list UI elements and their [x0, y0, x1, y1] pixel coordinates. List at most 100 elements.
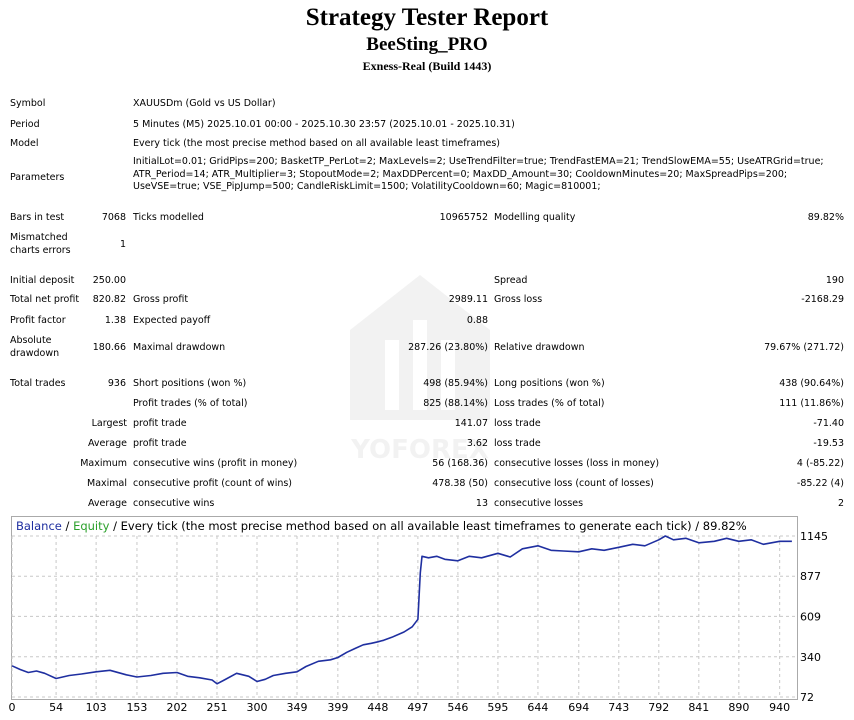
x-tick-label: 644 [527, 701, 548, 714]
average-profit-label: profit trade [133, 438, 187, 449]
x-tick-label: 497 [407, 701, 428, 714]
x-tick-label: 792 [648, 701, 669, 714]
legend-description: / Every tick (the most precise method ba… [109, 519, 747, 533]
loss-trades-value: 111 (11.86%) [779, 398, 844, 409]
average-label: Average [87, 438, 127, 449]
mismatch-label-1: Mismatched [10, 232, 68, 243]
ticks-label: Ticks modelled [133, 212, 204, 223]
average-cons-label: Average [87, 498, 127, 509]
parameters-line-1: InitialLot=0.01; GridPips=200; BasketTP_… [133, 156, 824, 167]
avg-cons-losses-label: consecutive losses [494, 498, 584, 509]
net-profit-value: 820.82 [92, 294, 126, 305]
maximal-drawdown-value: 287.26 (23.80%) [408, 342, 488, 353]
model-value: Every tick (the most precise method base… [133, 138, 501, 149]
loss-trades-label: Loss trades (% of total) [494, 398, 605, 409]
largest-profit-value: 141.07 [454, 418, 488, 429]
symbol-value: XAUUSDm (Gold vs US Dollar) [133, 98, 276, 109]
parameters-label: Parameters [10, 172, 65, 183]
expected-payoff-label: Expected payoff [133, 315, 211, 326]
maximal-label: Maximal [87, 478, 127, 489]
x-tick-label: 841 [688, 701, 709, 714]
absolute-drawdown-value: 180.66 [92, 342, 126, 353]
relative-drawdown-value: 79.67% (271.72) [764, 342, 844, 353]
x-tick-label: 595 [487, 701, 508, 714]
watermark-text: YOFOREX [350, 435, 489, 465]
balance-chart-frame [11, 516, 798, 700]
x-tick-label: 399 [327, 701, 348, 714]
gross-profit-value: 2989.11 [448, 294, 488, 305]
parameters-line-2: ATR_Period=14; ATR_Multiplier=3; Stopout… [133, 168, 788, 180]
largest-loss-label: loss trade [494, 418, 541, 429]
relative-drawdown-label: Relative drawdown [494, 342, 585, 353]
balance-line [11, 535, 792, 685]
largest-loss-value: -71.40 [813, 418, 844, 429]
long-positions-label: Long positions (won %) [494, 378, 605, 389]
bars-label: Bars in test [10, 212, 65, 223]
largest-profit-label: profit trade [133, 418, 187, 429]
x-tick-label: 448 [367, 701, 388, 714]
long-positions-value: 438 (90.64%) [779, 378, 844, 389]
legend-balance: Balance [16, 519, 62, 533]
largest-label: Largest [91, 418, 127, 429]
legend-equity: Equity [73, 519, 110, 533]
expert-name: BeeSting_PRO [366, 34, 488, 55]
ticks-value: 10965752 [439, 212, 488, 223]
x-tick-label: 103 [86, 701, 107, 714]
profit-trades-value: 825 (88.14%) [423, 398, 488, 409]
average-loss-label: loss trade [494, 438, 541, 449]
server-build: Exness-Real (Build 1443) [362, 59, 492, 73]
maximal-profit-label: consecutive profit (count of wins) [133, 478, 293, 489]
profit-trades-label: Profit trades (% of total) [133, 398, 248, 409]
x-tick-label: 0 [9, 701, 16, 714]
x-tick-label: 694 [568, 701, 589, 714]
net-profit-label: Total net profit [10, 294, 80, 305]
x-tick-label: 300 [247, 701, 268, 714]
x-tick-label: 743 [608, 701, 629, 714]
x-tick-label: 153 [126, 701, 147, 714]
legend-separator: / [61, 519, 74, 533]
deposit-label: Initial deposit [10, 275, 75, 286]
spread-value: 190 [825, 275, 844, 286]
mismatch-value: 1 [119, 239, 126, 250]
avg-cons-losses-value: 2 [837, 498, 844, 509]
x-tick-label: 251 [206, 701, 227, 714]
x-tick-label: 546 [447, 701, 468, 714]
y-tick-label: 72 [800, 691, 814, 704]
symbol-label: Symbol [10, 98, 46, 109]
parameters-line-3: UseVSE=true; VSE_PipJump=500; CandleRisk… [133, 181, 601, 192]
max-cons-losses-label: consecutive losses (loss in money) [494, 458, 660, 469]
y-tick-label: 877 [800, 570, 821, 583]
average-loss-value: -19.53 [813, 438, 844, 449]
quality-label: Modelling quality [494, 212, 576, 223]
total-trades-label: Total trades [10, 378, 66, 389]
short-positions-label: Short positions (won %) [133, 378, 247, 389]
quality-value: 89.82% [807, 212, 844, 223]
maximal-loss-value: -85.22 (4) [796, 478, 844, 489]
x-tick-label: 940 [769, 701, 790, 714]
maximal-drawdown-label: Maximal drawdown [133, 342, 226, 353]
period-value: 5 Minutes (M5) 2025.10.01 00:00 - 2025.1… [133, 119, 515, 130]
short-positions-value: 498 (85.94%) [423, 378, 488, 389]
x-tick-label: 202 [166, 701, 187, 714]
maximum-label: Maximum [80, 458, 127, 469]
absolute-drawdown-label-2: drawdown [10, 348, 60, 359]
model-label: Model [10, 138, 39, 149]
max-cons-wins-value: 56 (168.36) [432, 458, 488, 469]
maximal-profit-value: 478.38 (50) [432, 478, 488, 489]
absolute-drawdown-label-1: Absolute [10, 335, 52, 346]
y-tick-label: 340 [800, 651, 821, 664]
avg-cons-wins-value: 13 [475, 498, 488, 509]
max-cons-losses-value: 4 (-85.22) [796, 458, 844, 469]
parameters-value: InitialLot=0.01; GridPips=200; BasketTP_… [133, 156, 848, 194]
gross-loss-value: -2168.29 [801, 294, 844, 305]
chart-legend: Balance / Equity / Every tick (the most … [16, 519, 747, 533]
max-cons-wins-label: consecutive wins (profit in money) [133, 458, 298, 469]
total-trades-value: 936 [107, 378, 126, 389]
x-tick-label: 890 [728, 701, 749, 714]
profit-factor-label: Profit factor [10, 315, 66, 326]
profit-factor-value: 1.38 [104, 315, 126, 326]
bars-value: 7068 [101, 212, 126, 223]
deposit-value: 250.00 [92, 275, 126, 286]
watermark-logo: YOFOREX [350, 275, 490, 465]
